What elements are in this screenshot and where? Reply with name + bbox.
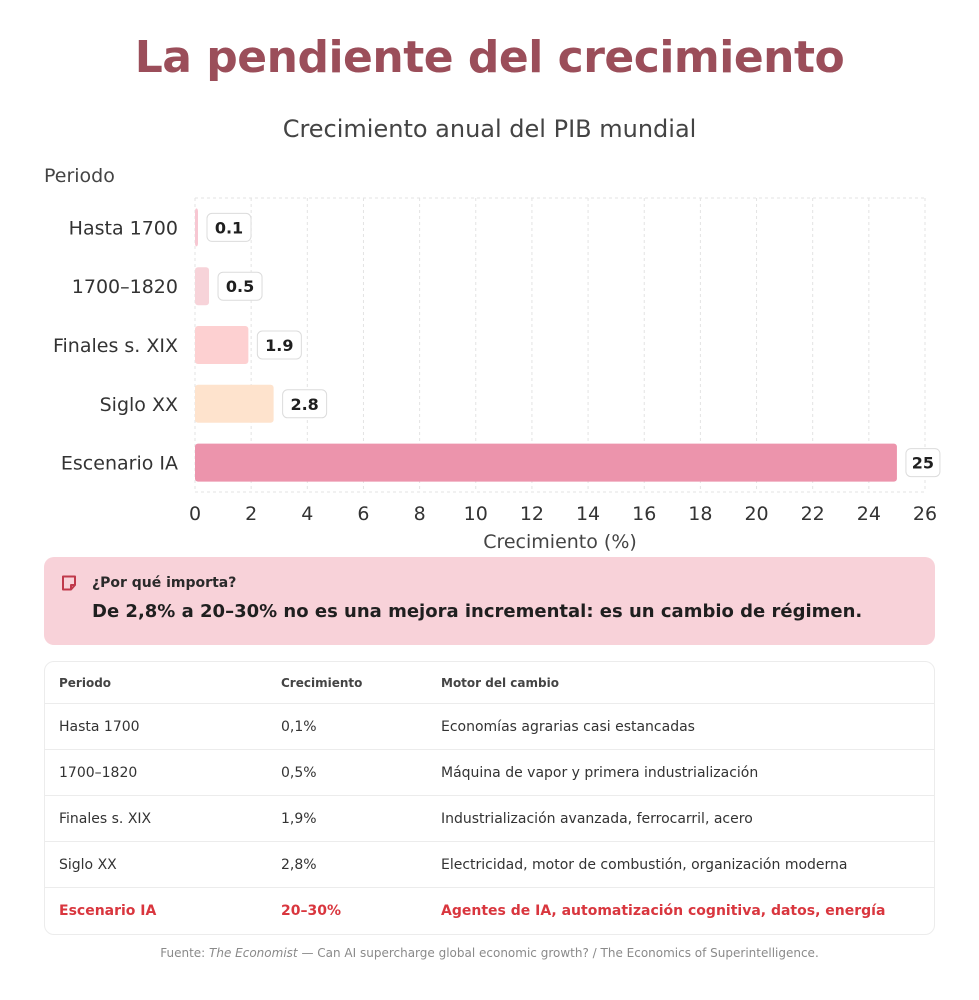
y-tick-label: Escenario IA [61,453,178,475]
table-header-cell: Periodo [59,675,112,690]
x-tick-label: 2 [245,503,257,525]
table-cell: Máquina de vapor y primera industrializa… [441,764,759,781]
x-tick-label: 20 [744,503,768,525]
table-header-cell: Crecimiento [281,675,363,690]
bar [195,384,274,423]
x-tick-label: 16 [632,503,656,525]
x-tick-label: 14 [576,503,600,525]
growth-table: Periodo Crecimiento Motor del cambio Has… [44,661,935,935]
data-label: 25 [912,454,934,473]
table-header-cell: Motor del cambio [441,675,559,690]
bar [195,326,249,364]
bar [195,267,210,306]
table-cell: Electricidad, motor de combustión, organ… [441,856,848,873]
table-cell: 0,1% [281,718,317,735]
table-cell: Economías agrarias casi estancadas [441,718,695,735]
table-cell: Siglo XX [59,856,117,873]
data-label: 2.8 [290,395,318,414]
data-label: 0.5 [226,277,254,296]
table-cell: 1,9% [281,810,317,827]
table-row-highlight: Escenario IA 20–30% Agentes de IA, autom… [45,888,934,934]
source-note: Fuente: The Economist — Can AI superchar… [0,946,979,960]
data-label-box [206,212,252,242]
x-tick-label: 24 [857,503,881,525]
data-label-box [282,389,328,419]
data-label: 1.9 [265,336,293,355]
table-row: Siglo XX 2,8% Electricidad, motor de com… [45,842,934,888]
x-tick-label: 12 [520,503,544,525]
y-axis-title: Periodo [44,165,115,187]
source-rest: — Can AI supercharge global economic gro… [297,946,819,960]
table-cell: 1700–1820 [59,764,138,781]
table-row: 1700–1820 0,5% Máquina de vapor y primer… [45,750,934,796]
y-tick-label: 1700–1820 [72,276,178,298]
table-header-row: Periodo Crecimiento Motor del cambio [45,662,934,704]
table-cell: 0,5% [281,764,317,781]
table-cell: Escenario IA [59,903,157,919]
bar-chart: Periodo Hasta 1700 0.1 1700–1820 0.5 Finales … [44,165,941,553]
data-label-box [256,330,302,360]
callout-box: ¿Por qué importa? De 2,8% a 20–30% no es… [44,557,935,645]
x-tick-label: 0 [189,503,201,525]
page-title: La pendiente del crecimiento [134,32,845,83]
table-cell: Finales s. XIX [59,810,152,827]
callout-label: ¿Por qué importa? [92,575,237,591]
note-icon [62,575,76,591]
x-tick-label: 22 [801,503,825,525]
source-publication: The Economist [209,946,298,960]
y-tick-label: Siglo XX [100,394,178,416]
data-label-box [905,448,941,478]
data-label: 0.1 [215,218,243,237]
bar [195,443,897,482]
x-tick-label: 4 [301,503,313,525]
x-tick-label: 10 [464,503,488,525]
source-prefix: Fuente: [160,946,210,960]
y-tick-label: Hasta 1700 [69,217,178,239]
table-cell: Industrialización avanzada, ferrocarril,… [441,810,753,827]
x-tick-label: 6 [357,503,369,525]
y-tick-label: Finales s. XIX [53,335,178,357]
table-row: Hasta 1700 0,1% Economías agrarias casi … [45,704,934,750]
x-tick-label: 26 [913,503,937,525]
table-cell: Agentes de IA, automatización cognitiva,… [441,903,886,919]
chart-title: Crecimiento anual del PIB mundial [282,115,697,143]
table-cell: 2,8% [281,856,317,873]
table-cell: 20–30% [281,903,341,919]
table-row: Finales s. XIX 1,9% Industrialización av… [45,796,934,842]
bar [195,208,198,247]
table-cell: Hasta 1700 [59,718,140,735]
data-label-box [217,271,263,301]
callout-text: De 2,8% a 20–30% no es una mejora increm… [92,601,863,622]
x-axis-title: Crecimiento (%) [483,531,637,553]
x-tick-label: 8 [414,503,426,525]
x-tick-label: 18 [688,503,712,525]
